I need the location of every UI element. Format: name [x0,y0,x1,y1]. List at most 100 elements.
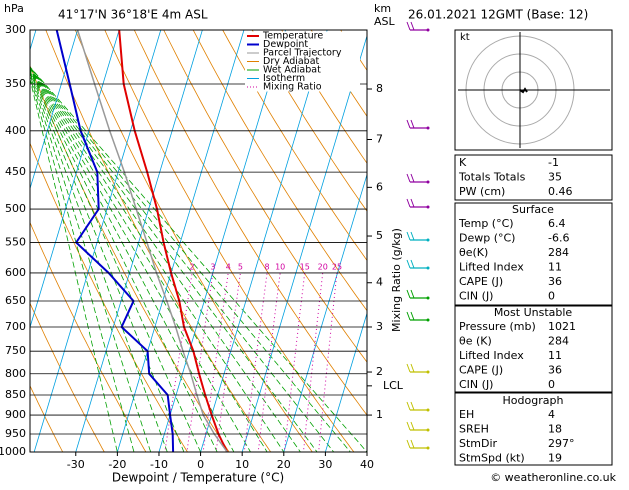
wet-adiabat [1,6,208,469]
wind-barb [411,312,414,320]
x-tick-label: -30 [67,458,85,471]
y-tick-label: 700 [5,320,26,333]
mixing-ratio-label: 25 [332,262,342,271]
table-title: Most Unstable [494,306,573,319]
table-key: CAPE (J) [459,275,503,288]
profile-line [57,30,173,452]
table-key: θe (K) [459,335,492,348]
table-value: 36 [548,364,562,377]
wind-barb [407,22,410,30]
wind-barb-dot [427,239,430,242]
y-tick-label: 600 [5,266,26,279]
datetime: 26.01.2021 12GMT (Base: 12) [408,8,588,22]
table-value: 4 [548,408,555,421]
wind-barb-dot [427,181,430,184]
table-title: Hodograph [503,394,564,407]
table-value: 35 [548,171,562,184]
table-value: 11 [548,261,562,274]
km-tick-label: 8 [376,82,383,95]
km-unit: km [374,2,391,15]
isotherm [29,6,168,469]
y-tick-label: 400 [5,124,26,137]
mixing-ratio-label: 8 [265,262,270,271]
table-key: Temp (°C) [458,217,514,230]
wind-barb-dot [427,409,430,412]
y-tick-label: 1000 [0,445,26,458]
table-value: 6.4 [548,217,566,230]
wind-barb-dot [427,429,430,432]
y-tick-label: 800 [5,367,26,380]
wet-adiabat [6,6,174,469]
wind-barb [411,22,414,30]
wind-barb-dot [427,319,430,322]
plot-frame [30,30,367,452]
y-tick-label: 500 [5,202,26,215]
km-tick-label: 1 [376,408,383,421]
wind-barb [407,290,410,298]
table-key: StmSpd (kt) [459,452,525,465]
table-key: CAPE (J) [459,364,503,377]
mixing-label: Mixing Ratio (g/kg) [390,228,403,332]
wind-barb [407,364,410,372]
y-tick-label: 550 [5,235,26,248]
table-key: Pressure (mb) [459,320,536,333]
km-tick-label: 7 [376,132,383,145]
wind-barb [407,260,410,268]
x-tick-label: -20 [108,458,126,471]
mixing-ratio-line [317,273,337,469]
mixing-ratio-label: 3 [210,262,215,271]
km-tick-label: 6 [376,180,383,193]
km-tick-label: 5 [376,229,383,242]
wind-barb [411,232,414,240]
hodograph: kt [455,30,612,150]
wind-barb-dot [427,127,430,130]
wind-barb [411,199,414,207]
table-key: EH [459,408,474,421]
table-key: CIN (J) [459,290,493,303]
mixing-ratio-label: 15 [300,262,310,271]
table-title: Surface [512,203,554,216]
y-tick-label: 750 [5,344,26,357]
table-key: Lifted Index [459,349,524,362]
wind-barb [407,440,410,448]
wind-barb [411,290,414,298]
wind-barb [411,402,414,410]
y-tick-label: 650 [5,294,26,307]
y-tick-label: 350 [5,77,26,90]
km-tick-label: 2 [376,365,383,378]
wind-barb-dot [427,267,430,270]
mixing-ratio-label: 2 [190,262,195,271]
asl: ASL [374,15,396,28]
x-tick-label: 0 [197,458,204,471]
table-key: StmDir [459,437,498,450]
wind-barb [407,199,410,207]
wind-barb [411,422,414,430]
mixing-ratio-line [256,273,280,469]
table-value: 18 [548,423,562,436]
wind-barb [407,174,410,182]
wind-barb [407,120,410,128]
y-tick-label: 850 [5,388,26,401]
wind-barb-dot [427,29,430,32]
table-value: 0.46 [548,185,573,198]
mixing-ratio-label: 4 [226,262,231,271]
wind-barb [411,174,414,182]
table-value: 0 [548,290,555,303]
table-value: 11 [548,349,562,362]
hodograph-unit: kt [460,32,470,43]
x-tick-label: -10 [150,458,168,471]
profile-line [119,30,227,452]
table-key: Lifted Index [459,261,524,274]
wind-barb [407,312,410,320]
mixing-ratio-label: 20 [318,262,328,271]
wind-barb [411,364,414,372]
wind-barb-dot [427,206,430,209]
table-key: SREH [459,423,489,436]
table-key: PW (cm) [459,185,505,198]
table-key: Totals Totals [458,171,526,184]
isotherm [112,6,251,469]
wet-adiabat [0,6,260,469]
y-tick-label: 950 [5,427,26,440]
